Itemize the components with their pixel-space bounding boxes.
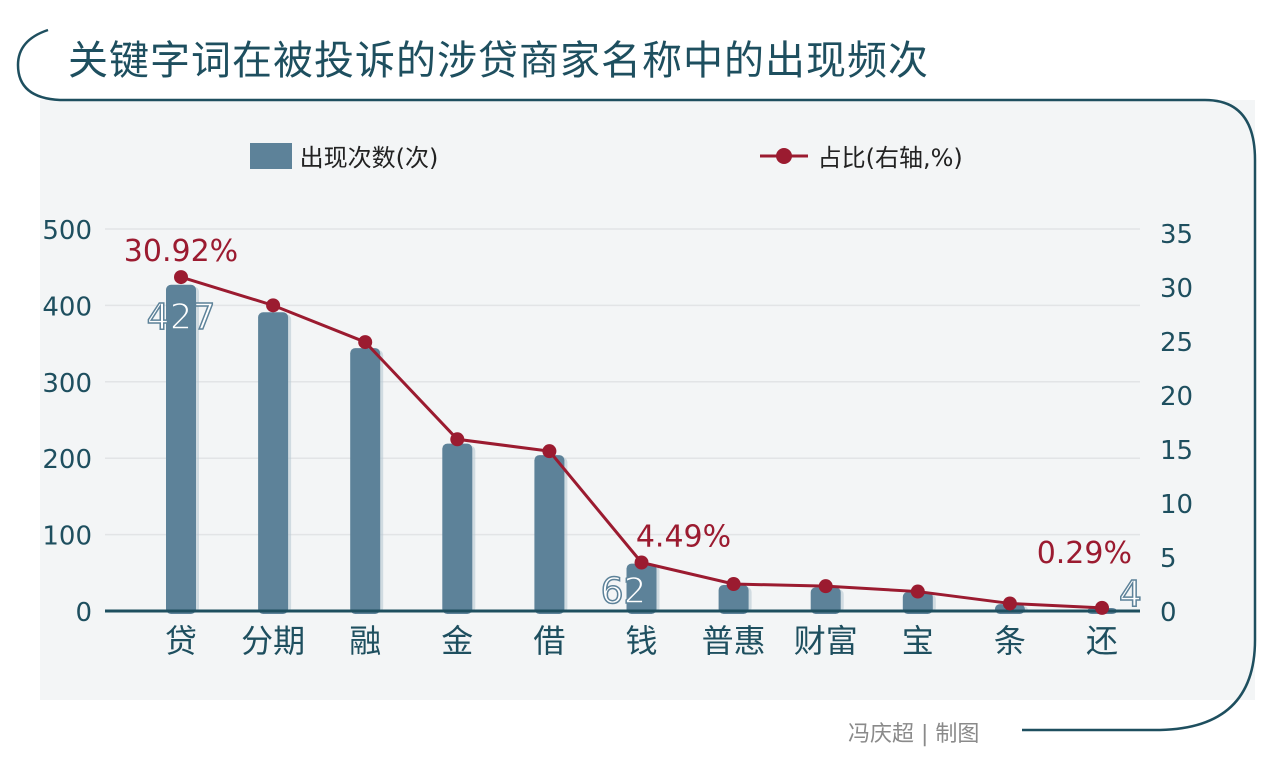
bar-贷 — [166, 284, 196, 614]
category-label: 宝 — [902, 622, 934, 660]
right-tick-label: 5 — [1160, 544, 1177, 574]
bar-融 — [350, 348, 381, 614]
line-point-融 — [358, 335, 373, 350]
line-point-还 — [1095, 600, 1109, 615]
left-tick-label: 500 — [42, 216, 92, 246]
category-label: 钱 — [625, 622, 657, 660]
bar-金 — [442, 443, 473, 614]
category-label: 融 — [349, 622, 381, 660]
bar-宝 — [902, 591, 933, 614]
line-data-label: 30.92% — [124, 234, 238, 269]
left-tick-label: 0 — [75, 598, 92, 628]
right-tick-label: 30 — [1160, 274, 1193, 304]
line-point-财富 — [818, 579, 833, 594]
line-point-分期 — [266, 298, 281, 313]
line-point-贷 — [174, 270, 188, 285]
left-tick-label: 300 — [42, 369, 92, 399]
bar-data-label: 427 — [147, 297, 216, 338]
left-tick-label: 100 — [42, 522, 92, 552]
line-point-钱 — [634, 555, 649, 570]
legend-line-label: 占比(右轴,%) — [817, 144, 963, 172]
category-label: 普惠 — [702, 622, 766, 660]
bar-分期 — [258, 312, 289, 614]
line-point-普惠 — [726, 577, 741, 591]
line-point-金 — [450, 432, 465, 447]
bar-财富 — [810, 587, 841, 614]
bar-钱 — [626, 563, 657, 614]
legend-bar-swatch — [250, 142, 292, 169]
legend-bar-label: 出现次数(次) — [299, 144, 439, 172]
bar-普惠 — [718, 585, 749, 614]
line-data-label: 4.49% — [636, 520, 731, 555]
chart-title: 关键字词在被投诉的涉贷商家名称中的出现频次 — [68, 38, 929, 84]
line-point-条 — [1002, 596, 1017, 611]
right-tick-label: 10 — [1160, 490, 1193, 520]
left-tick-label: 200 — [42, 445, 92, 475]
category-label: 还 — [1086, 622, 1118, 660]
category-label: 借 — [533, 622, 565, 660]
right-tick-label: 25 — [1160, 328, 1193, 358]
line-data-label: 0.29% — [1037, 536, 1132, 571]
bar-data-label: 62 — [601, 571, 647, 612]
category-label: 条 — [994, 622, 1026, 660]
bar-data-label: 4 — [1119, 574, 1142, 615]
category-label: 金 — [441, 622, 473, 660]
line-point-宝 — [910, 584, 925, 599]
category-label: 分期 — [241, 622, 305, 660]
right-tick-label: 15 — [1160, 436, 1193, 466]
legend-line: 占比(右轴,%) — [758, 138, 963, 173]
frame-line — [16, 28, 1257, 732]
right-tick-label: 35 — [1160, 220, 1193, 250]
right-tick-label: 0 — [1160, 598, 1177, 628]
line-point-借 — [542, 444, 557, 459]
left-tick-label: 400 — [42, 292, 92, 322]
bar-借 — [534, 455, 565, 614]
category-label: 财富 — [794, 622, 858, 660]
footer-credit: 冯庆超 | 制图 — [848, 722, 980, 747]
legend-bar: 出现次数(次) — [250, 138, 438, 173]
category-label: 贷 — [165, 622, 197, 660]
legend-line-swatch — [760, 147, 808, 164]
right-tick-label: 20 — [1160, 382, 1193, 412]
